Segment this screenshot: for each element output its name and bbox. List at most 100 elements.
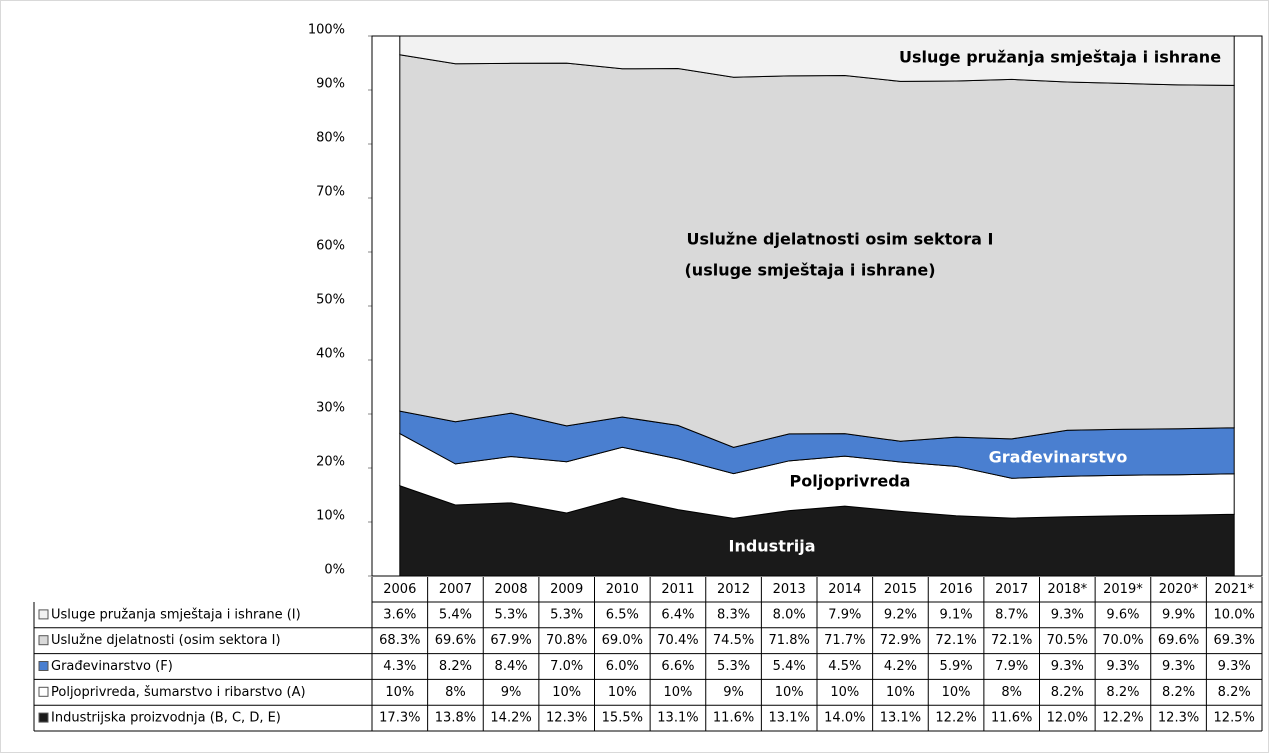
table-cell: 72.1%: [991, 633, 1032, 648]
table-cell: 8.2%: [1218, 685, 1251, 700]
table-cell: 9.9%: [1162, 607, 1195, 622]
table-cell: 12.3%: [1158, 711, 1199, 726]
table-cell: 9.3%: [1162, 659, 1195, 674]
x-tick-label: 2017: [995, 582, 1028, 597]
table-cell: 8.4%: [495, 659, 528, 674]
table-cell: 69.6%: [1158, 633, 1199, 648]
plot-frame: [371, 35, 1263, 577]
table-cell: 6.4%: [661, 607, 694, 622]
table-cell: 17.3%: [379, 711, 420, 726]
legend-swatch: [38, 712, 49, 723]
legend-swatch: [38, 609, 49, 620]
table-cell: 6.5%: [606, 607, 639, 622]
table-cell: 11.6%: [713, 711, 754, 726]
table-cell: 8.7%: [995, 607, 1028, 622]
table-cell: 10%: [385, 685, 414, 700]
x-tick-label: 2015: [884, 582, 917, 597]
table-cell: 69.0%: [602, 633, 643, 648]
table-cell: 69.3%: [1214, 633, 1255, 648]
table-cell: 9%: [723, 685, 744, 700]
table-cell: 12.2%: [935, 711, 976, 726]
table-cell: 9%: [501, 685, 522, 700]
table-cell: 4.3%: [383, 659, 416, 674]
table-cell: 12.0%: [1047, 711, 1088, 726]
x-tick-label: 2021*: [1214, 582, 1254, 597]
x-tick-label: 2019*: [1103, 582, 1143, 597]
table-cell: 10%: [942, 685, 971, 700]
table-cell: 10%: [830, 685, 859, 700]
table-cell: 7.9%: [828, 607, 861, 622]
table-cell: 5.9%: [940, 659, 973, 674]
y-tick-label: 60%: [316, 239, 345, 254]
table-cell: 10.0%: [1214, 607, 1255, 622]
table-cell: 5.3%: [717, 659, 750, 674]
annotation: Usluge pružanja smještaja i ishrane: [899, 48, 1221, 67]
table-cell: 67.9%: [490, 633, 531, 648]
table-cell: 74.5%: [713, 633, 754, 648]
x-tick-label: 2007: [439, 582, 472, 597]
table-cell: 8.2%: [1162, 685, 1195, 700]
x-tick-label: 2016: [940, 582, 973, 597]
table-cell: 71.8%: [769, 633, 810, 648]
annotation: Građevinarstvo: [989, 448, 1128, 467]
y-tick-label: 30%: [316, 401, 345, 416]
legend-label: Industrijska proizvodnja (B, C, D, E): [51, 711, 281, 726]
legend-swatch: [38, 686, 49, 697]
table-cell: 8%: [1001, 685, 1022, 700]
annotation: (usluge smještaja i ishrane): [684, 261, 935, 280]
table-cell: 9.3%: [1106, 659, 1139, 674]
table-cell: 68.3%: [379, 633, 420, 648]
x-tick-label: 2006: [383, 582, 416, 597]
table-cell: 69.6%: [435, 633, 476, 648]
table-cell: 9.6%: [1106, 607, 1139, 622]
table-cell: 8.0%: [773, 607, 806, 622]
table-cell: 13.1%: [657, 711, 698, 726]
y-tick-label: 0%: [324, 563, 345, 578]
table-cell: 12.3%: [546, 711, 587, 726]
y-tick-label: 90%: [316, 77, 345, 92]
table-cell: 10%: [552, 685, 581, 700]
annotation: Industrija: [728, 537, 815, 556]
table-cell: 6.0%: [606, 659, 639, 674]
table-cell: 70.8%: [546, 633, 587, 648]
table-cell: 70.4%: [657, 633, 698, 648]
table-cell: 4.5%: [828, 659, 861, 674]
x-tick-label: 2014: [828, 582, 861, 597]
table-cell: 10%: [608, 685, 637, 700]
table-cell: 13.1%: [769, 711, 810, 726]
x-tick-label: 2011: [661, 582, 694, 597]
table-cell: 8%: [445, 685, 466, 700]
legend-label: Poljoprivreda, šumarstvo i ribarstvo (A): [51, 685, 306, 700]
table-cell: 72.1%: [935, 633, 976, 648]
area: [399, 54, 1235, 448]
table-cell: 9.3%: [1218, 659, 1251, 674]
table-cell: 15.5%: [602, 711, 643, 726]
table-cell: 7.9%: [995, 659, 1028, 674]
legend-label: Uslužne djelatnosti (osim sektora I): [51, 633, 281, 648]
table-cell: 70.5%: [1047, 633, 1088, 648]
table-cell: 9.3%: [1051, 659, 1084, 674]
table-cell: 12.2%: [1102, 711, 1143, 726]
y-tick-label: 50%: [316, 293, 345, 308]
legend-label: Usluge pružanja smještaja i ishrane (I): [51, 607, 301, 622]
table-cell: 4.2%: [884, 659, 917, 674]
table-cell: 5.3%: [550, 607, 583, 622]
legend-swatch: [38, 661, 49, 671]
table-cell: 3.6%: [383, 607, 416, 622]
table-cell: 9.2%: [884, 607, 917, 622]
table-cell: 5.4%: [773, 659, 806, 674]
x-tick-label: 2008: [495, 582, 528, 597]
table-cell: 8.2%: [1106, 685, 1139, 700]
table-cell: 70.0%: [1102, 633, 1143, 648]
x-tick-label: 2009: [550, 582, 583, 597]
y-tick-label: 40%: [316, 347, 345, 362]
table-cell: 8.2%: [439, 659, 472, 674]
x-tick-label: 2013: [773, 582, 806, 597]
table-cell: 12.5%: [1214, 711, 1255, 726]
annotation: Poljoprivreda: [790, 472, 911, 491]
x-tick-label: 2010: [606, 582, 639, 597]
table-cell: 8.2%: [1051, 685, 1084, 700]
table-cell: 10%: [663, 685, 692, 700]
table-cell: 9.1%: [940, 607, 973, 622]
annotation: Uslužne djelatnosti osim sektora I: [687, 230, 994, 249]
